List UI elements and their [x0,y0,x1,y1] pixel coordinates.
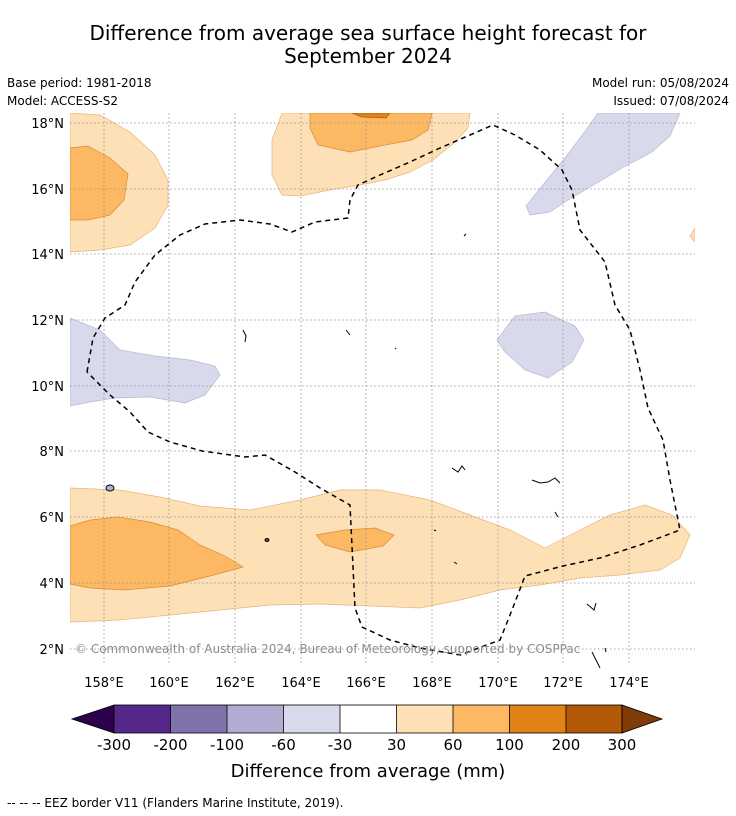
lon-label: 158°E [84,676,124,691]
meta-right: Model run: 05/08/2024 Issued: 07/08/2024 [592,74,729,110]
base-period: Base period: 1981-2018 [7,76,152,90]
anomaly-region-60-100 [70,516,244,591]
lat-label: 12°N [31,314,64,329]
anomaly-region-neg60-neg30 [70,317,221,407]
colorbar-extend-high [621,704,664,734]
lon-label: 166°E [346,676,386,691]
model-run: Model run: 05/08/2024 [591,76,729,90]
anomaly-region-neg60-neg30 [496,311,585,379]
anomaly-region-neg60-neg30 [525,113,681,216]
colorbar-band [114,705,171,733]
island [242,329,247,343]
lon-label: 170°E [478,676,518,691]
anomaly-region-100-200 [351,113,391,119]
lon-label: 162°E [215,676,255,691]
copyright-notice: © Commonwealth of Australia 2024, Bureau… [75,642,580,656]
anomaly-region-60-100 [70,145,129,221]
graticule [70,113,695,663]
colorbar-band [227,705,284,733]
chart-title: Difference from average sea surface heig… [0,22,736,68]
island [105,484,115,492]
colorbar-band [340,705,397,733]
lat-label: 4°N [40,577,65,592]
anomaly-region-60-100 [309,113,433,153]
title-line-2: September 2024 [284,44,452,68]
lat-label: 14°N [31,248,64,263]
island [453,561,458,565]
island [554,511,559,518]
colorbar-tick: 300 [607,736,637,754]
colorbar-band [509,705,566,733]
issued-date: Issued: 07/08/2024 [613,94,729,108]
colorbar-band [170,705,227,733]
eez-legend-note: -- -- -- EEZ border V11 (Flanders Marine… [7,796,344,810]
island [463,233,467,237]
lon-label: 164°E [281,676,321,691]
lat-label: 10°N [31,380,64,395]
colorbar-band [453,705,510,733]
colorbar-tick: 200 [551,736,581,754]
colorbar-dividers [113,704,623,734]
island [345,329,351,336]
title-line-1: Difference from average sea surface heig… [89,21,647,45]
island [433,529,437,532]
colorbar-tick: -30 [327,736,353,754]
lat-label: 16°N [31,183,64,198]
colorbar-tick: -60 [271,736,296,754]
colorbar-tick: -200 [153,736,188,754]
lon-label: 160°E [149,676,189,691]
meta-left: Base period: 1981-2018 Model: ACCESS-S2 [7,74,152,110]
map-field [70,113,695,663]
map: © Commonwealth of Australia 2024, Bureau… [31,113,695,691]
eez-border [86,124,681,656]
island [531,477,561,484]
island [591,651,601,669]
colorbar-label: Difference from average (mm) [230,761,506,782]
island [264,538,270,542]
colorbar-tick: -100 [209,736,245,754]
anomaly-region-30-60 [689,227,695,243]
colorbar-extend-low [70,704,115,734]
island [586,602,597,611]
anomaly-region-30-60 [70,487,691,623]
colorbar-band [566,705,622,733]
island [604,647,607,653]
colorbar-band [283,705,340,733]
colorbar-tick: 60 [443,736,463,754]
colorbar-tick: 100 [495,736,524,754]
lat-label: 2°N [40,643,65,658]
colorbar-tick: 30 [386,736,407,754]
lat-label: 18°N [31,117,64,132]
lat-label: 6°N [40,511,65,526]
islands [105,233,607,669]
island [394,347,397,350]
lat-label: 8°N [40,445,65,460]
lon-label: 172°E [543,676,583,691]
colorbar-band [396,705,453,733]
lon-label: 168°E [412,676,452,691]
island [451,465,466,473]
lon-label: 174°E [609,676,649,691]
anomaly-region-60-100 [315,527,395,553]
model-name: Model: ACCESS-S2 [7,94,119,108]
colorbar-tick: -300 [96,736,132,754]
